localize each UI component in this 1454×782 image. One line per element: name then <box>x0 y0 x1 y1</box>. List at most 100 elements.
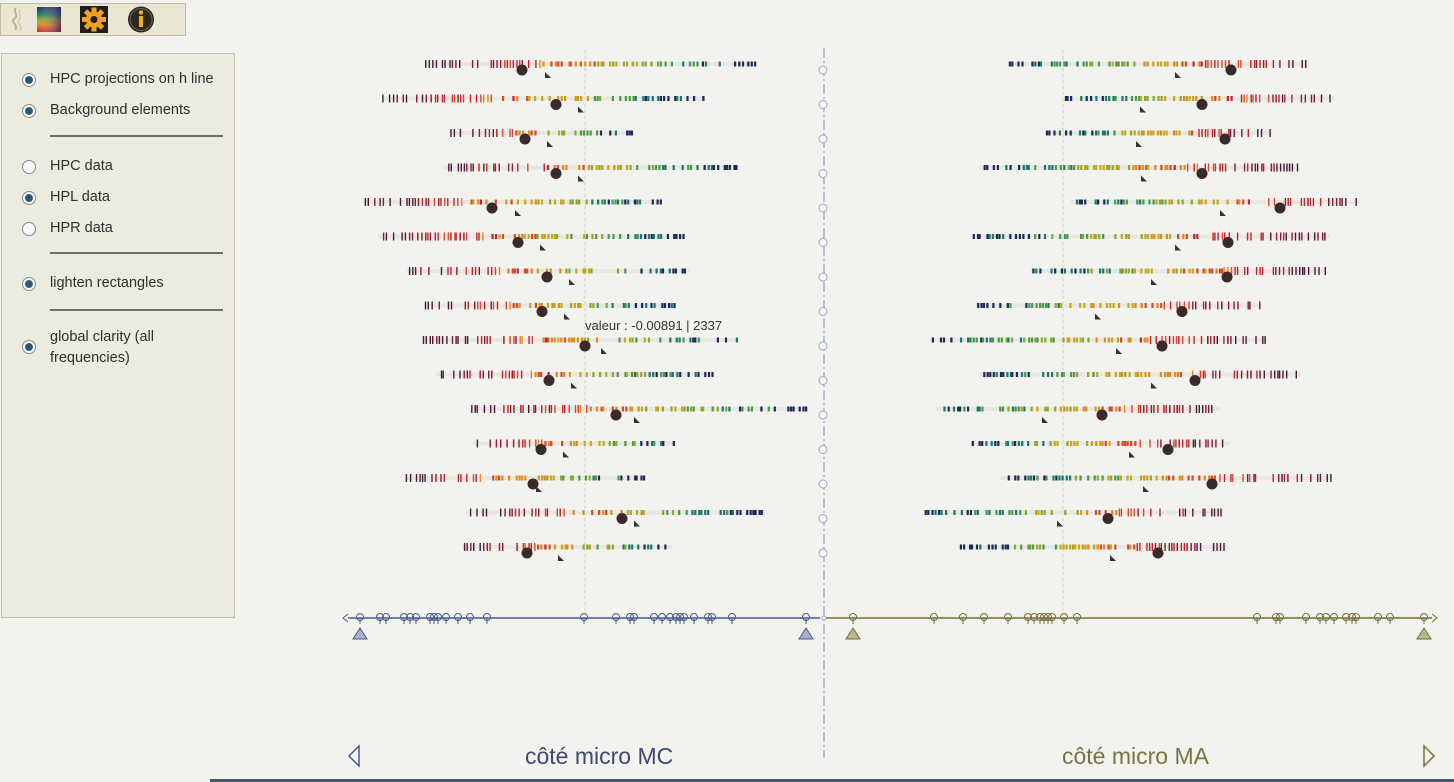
data-mark <box>672 268 675 274</box>
data-mark <box>428 60 430 68</box>
data-mark <box>518 234 521 239</box>
data-mark <box>534 543 536 551</box>
radio-hpc-data[interactable] <box>22 160 36 174</box>
data-mark <box>512 303 515 308</box>
data-mark <box>1157 234 1160 239</box>
radio-lighten-rectangles[interactable] <box>22 277 36 291</box>
data-mark <box>646 441 649 446</box>
data-mark <box>553 199 557 205</box>
data-mark <box>1056 61 1059 67</box>
data-mark <box>1133 130 1136 136</box>
data-mark <box>550 337 553 343</box>
option-hpl-data[interactable]: HPL data <box>22 189 225 208</box>
data-mark <box>1226 199 1229 205</box>
data-mark <box>1043 165 1047 170</box>
data-mark <box>1124 441 1127 446</box>
data-mark <box>1044 406 1047 412</box>
data-mark <box>1310 94 1313 103</box>
data-mark <box>659 268 662 274</box>
data-mark <box>741 406 744 412</box>
data-mark <box>1179 96 1182 101</box>
radio-global-clarity[interactable] <box>22 340 36 354</box>
option-lighten-rectangles[interactable]: lighten rectangles <box>22 275 225 294</box>
data-mark <box>1205 60 1207 68</box>
data-mark <box>1278 94 1280 103</box>
data-mark <box>1175 336 1178 344</box>
data-mark <box>440 370 443 379</box>
axis-marker <box>690 613 698 621</box>
data-mark <box>548 96 551 101</box>
data-mark <box>1339 198 1341 206</box>
data-mark <box>1288 267 1290 275</box>
data-mark <box>1180 543 1183 551</box>
axis-marker <box>1060 613 1068 621</box>
data-mark <box>1237 301 1239 310</box>
data-mark <box>1066 441 1069 446</box>
previous-arrow-icon[interactable] <box>346 744 362 768</box>
data-mark <box>1295 370 1297 379</box>
axis-marker <box>1348 613 1356 621</box>
data-mark <box>561 441 564 446</box>
data-mark <box>978 441 981 446</box>
option-hpc-data[interactable]: HPC data <box>22 158 225 177</box>
data-mark <box>594 475 597 481</box>
radio-background-elements[interactable] <box>22 104 36 118</box>
data-mark <box>509 508 511 517</box>
data-mark <box>516 60 518 68</box>
data-mark <box>488 370 490 379</box>
data-mark <box>947 406 950 412</box>
data-mark <box>1114 199 1117 205</box>
axis-marker <box>1316 613 1324 621</box>
data-mark <box>1053 61 1056 67</box>
data-mark <box>1243 163 1246 172</box>
data-mark <box>659 61 662 67</box>
data-mark <box>595 165 598 170</box>
data-mark <box>491 234 494 239</box>
radio-hpc-projections[interactable] <box>22 73 36 87</box>
data-mark <box>1118 508 1121 517</box>
data-mark <box>1210 60 1213 68</box>
data-mark <box>459 232 461 241</box>
data-mark <box>1183 165 1186 170</box>
data-mark <box>1183 268 1186 274</box>
option-global-clarity[interactable]: global clarity (all frequencies) <box>22 329 225 369</box>
data-mark <box>446 336 448 344</box>
data-mark <box>590 165 593 170</box>
data-mark <box>1238 199 1241 205</box>
data-mark <box>632 441 635 446</box>
row-track <box>449 131 634 135</box>
radio-hpr-data[interactable] <box>22 222 36 236</box>
data-mark <box>1066 337 1069 343</box>
info-icon[interactable] <box>126 5 156 34</box>
data-mark <box>767 406 770 412</box>
data-mark <box>1295 267 1297 275</box>
data-mark <box>1195 405 1198 413</box>
data-mark <box>513 370 515 379</box>
data-mark <box>1270 232 1272 241</box>
colormap-icon[interactable] <box>34 5 64 34</box>
data-mark <box>1149 439 1151 448</box>
row-track <box>436 372 713 377</box>
radio-hpl-data[interactable] <box>22 191 36 205</box>
data-mark <box>601 199 604 205</box>
data-mark <box>523 234 526 239</box>
option-hpc-projections[interactable]: HPC projections on h line <box>22 71 225 90</box>
projection-pointer-icon <box>558 555 564 561</box>
center-node <box>818 272 828 282</box>
data-mark <box>698 510 701 515</box>
data-mark <box>589 441 592 446</box>
data-mark <box>1299 267 1301 275</box>
data-mark <box>1151 303 1154 308</box>
gear-icon[interactable] <box>79 5 109 34</box>
next-arrow-icon[interactable] <box>1421 744 1437 768</box>
data-mark <box>591 234 594 239</box>
data-mark <box>1218 96 1221 101</box>
option-hpr-data[interactable]: HPR data <box>22 220 225 239</box>
data-mark <box>1177 234 1180 239</box>
data-mark <box>1064 510 1067 515</box>
data-mark <box>547 130 550 136</box>
bottom-scrollbar[interactable] <box>210 779 1454 782</box>
data-mark <box>1240 94 1243 103</box>
data-mark <box>611 372 614 377</box>
option-background-elements[interactable]: Background elements <box>22 102 225 121</box>
